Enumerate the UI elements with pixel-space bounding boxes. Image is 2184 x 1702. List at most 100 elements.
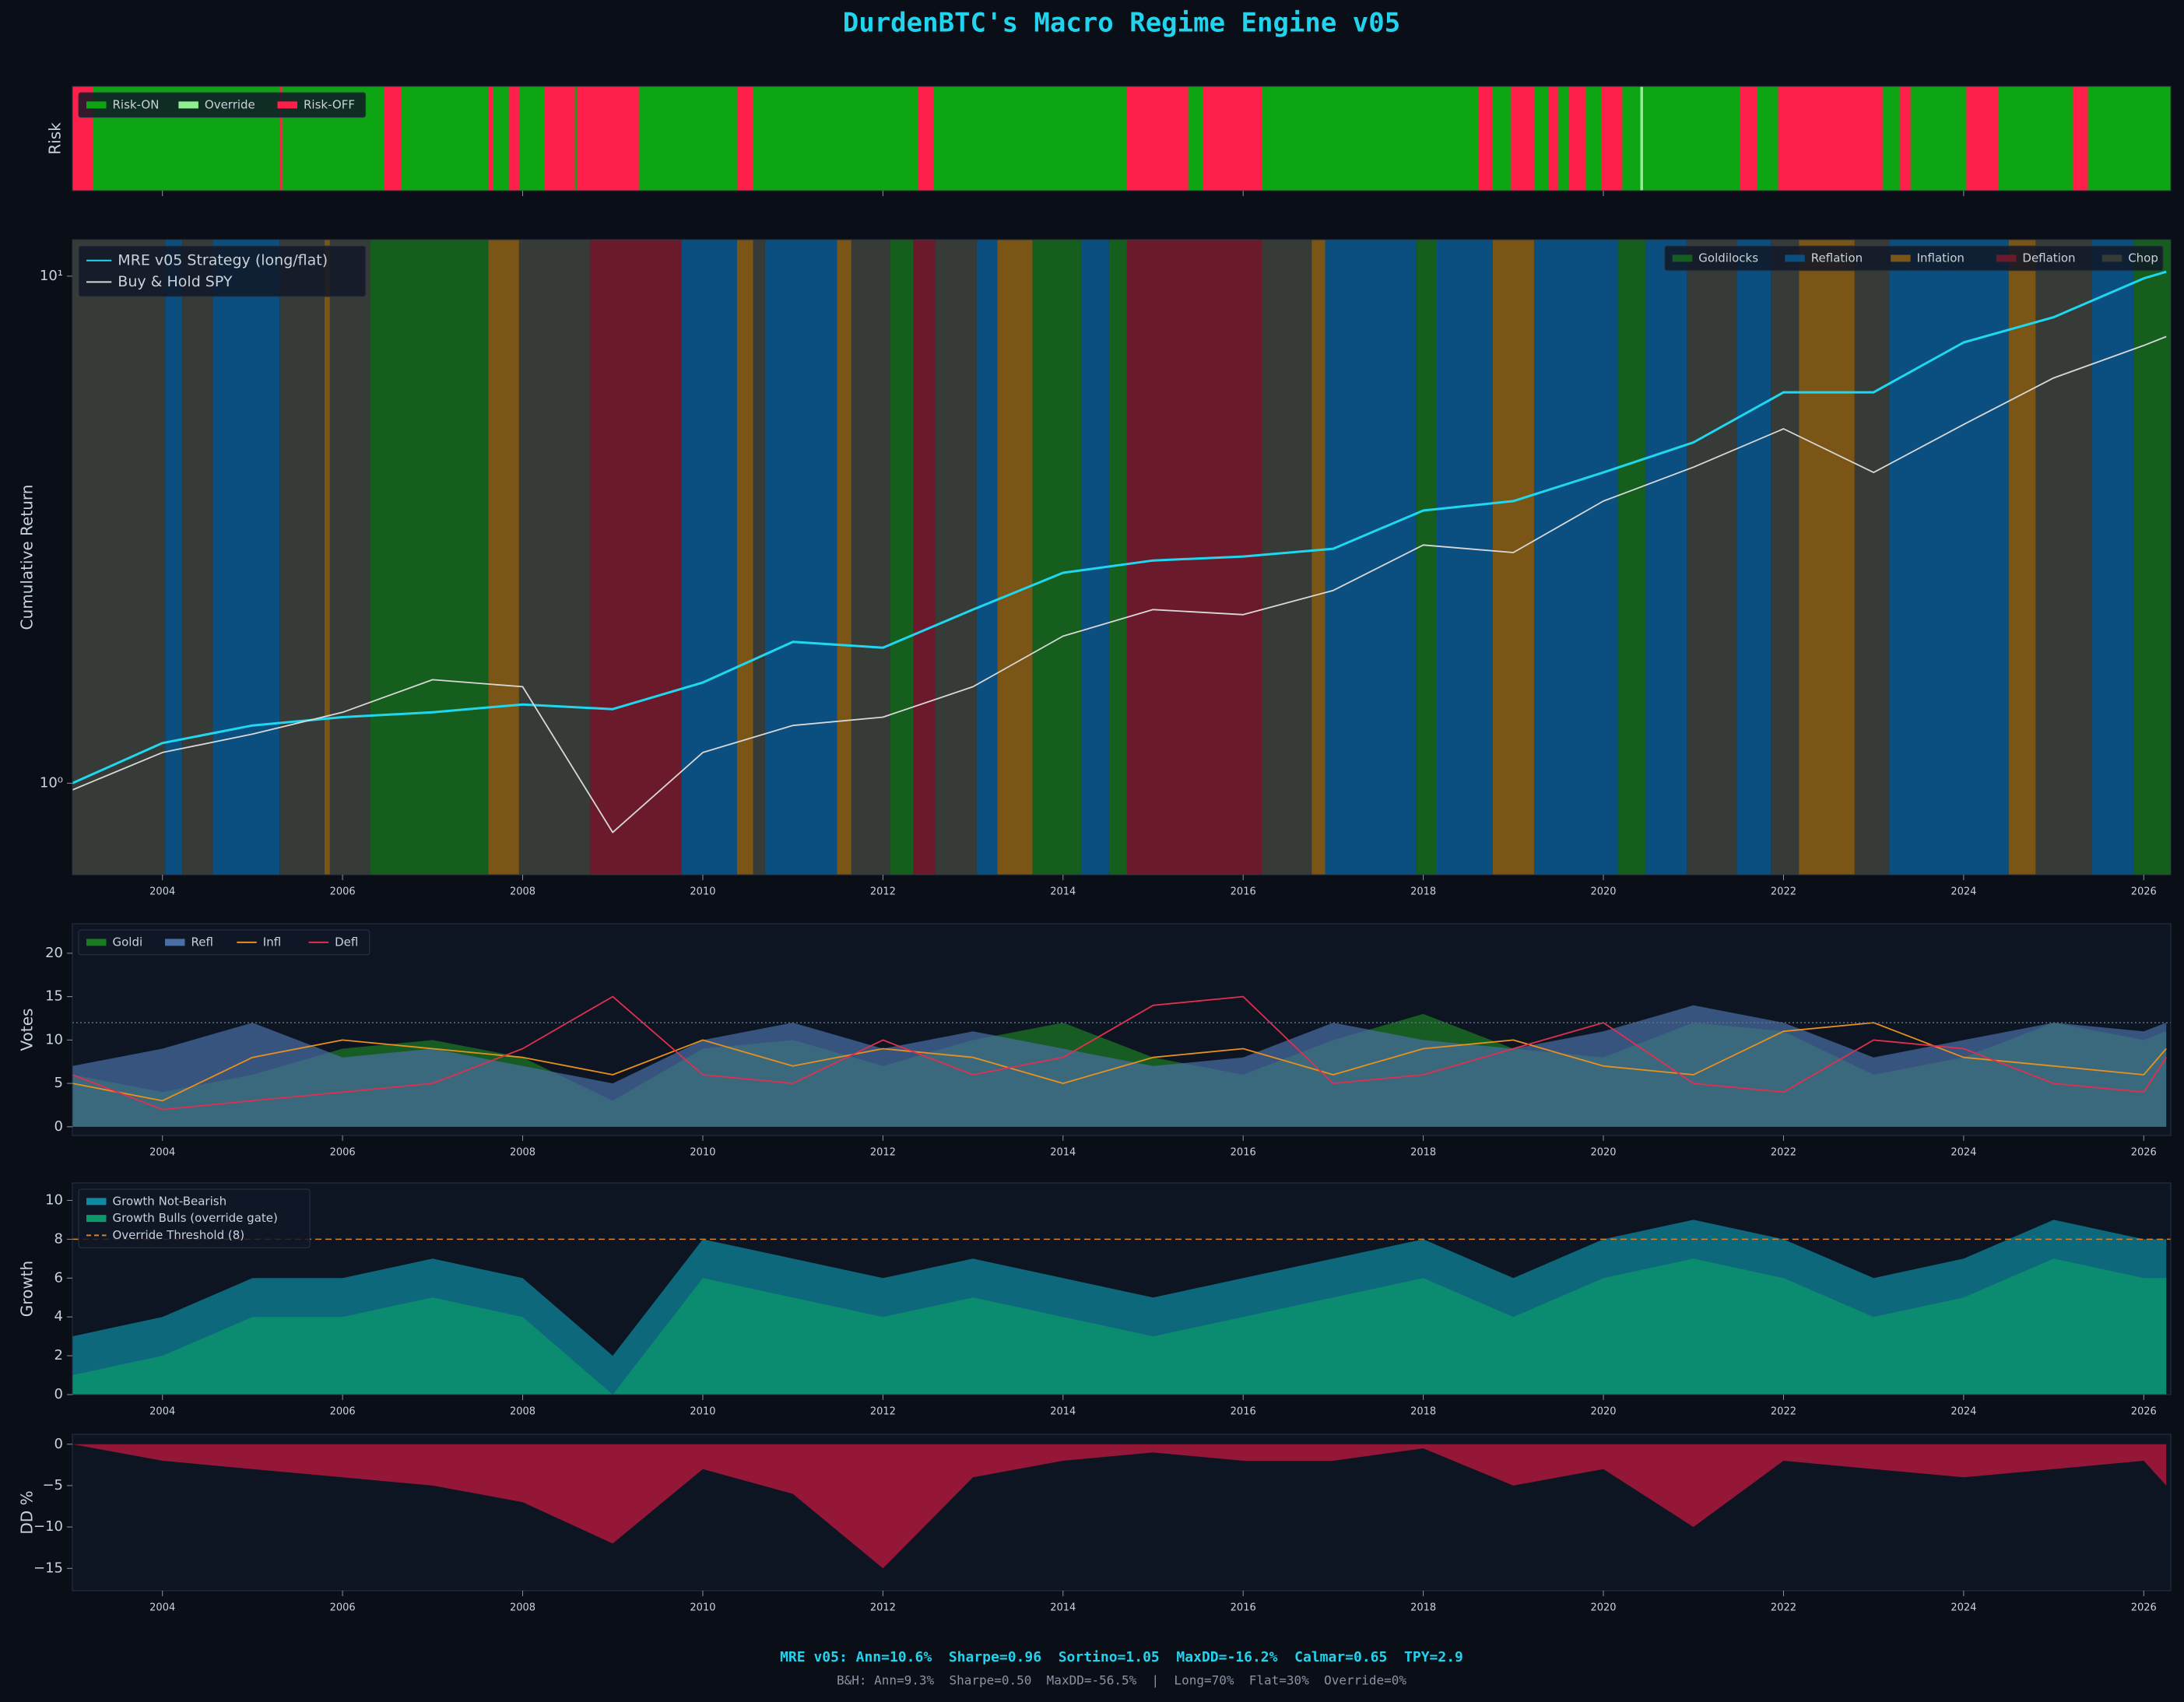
- regime-region: [1436, 240, 1493, 875]
- x-tick-label: 2010: [690, 1406, 715, 1418]
- regime-region: [1799, 240, 1855, 875]
- regime-region: [851, 240, 890, 875]
- legend-label: Override: [205, 97, 255, 111]
- y-tick-label: 10: [45, 1191, 63, 1208]
- x-tick-label: 2014: [1050, 1602, 1076, 1614]
- x-tick-label: 2006: [330, 1406, 356, 1418]
- regime-region: [370, 240, 489, 875]
- plot-content: [72, 1219, 2171, 1395]
- legend-item: Growth Bulls (override gate): [86, 1211, 278, 1225]
- x-tick-label: 2014: [1050, 1406, 1076, 1418]
- legend-swatch: [178, 101, 198, 109]
- line: [72, 335, 2167, 833]
- legend-swatch: [1785, 254, 1805, 262]
- legend-swatch: [1891, 254, 1911, 262]
- regime-region: [1478, 86, 1493, 191]
- legend-label: Defl: [335, 935, 358, 949]
- x-tick-label: 2016: [1231, 1406, 1256, 1418]
- x-tick-label: 2018: [1410, 1602, 1436, 1614]
- legend-label: Chop: [2128, 251, 2158, 265]
- y-axis-label: Risk: [46, 122, 65, 155]
- legend-swatch: [86, 939, 107, 946]
- x-tick-label: 2004: [149, 1406, 175, 1418]
- area: [72, 1444, 2167, 1569]
- legend-box: [78, 1188, 311, 1248]
- regime-region: [544, 86, 575, 191]
- x-tick-label: 2006: [330, 886, 356, 898]
- regime-region: [384, 86, 402, 191]
- x-tick-label: 2012: [870, 886, 896, 898]
- x-tick-label: 2022: [1771, 886, 1796, 898]
- legend-label: Deflation: [2022, 251, 2075, 265]
- regime-region: [2091, 240, 2134, 875]
- x-tick-label: 2016: [1231, 1602, 1256, 1614]
- x-tick-label: 2026: [2131, 1147, 2157, 1159]
- x-tick-label: 2020: [1590, 1406, 1616, 1418]
- benchmark-stats: B&H: Ann=9.3% Sharpe=0.50 MaxDD=-56.5% |…: [837, 1673, 1406, 1688]
- legend-box: [78, 92, 367, 118]
- x-tick-label: 2024: [1951, 1406, 1976, 1418]
- regime-region: [2133, 240, 2171, 875]
- regime-region: [518, 240, 591, 875]
- page-title: DurdenBTC's Macro Regime Engine v05: [843, 8, 1400, 39]
- y-axis-label: Growth: [18, 1261, 37, 1317]
- regime-region: [1736, 240, 1771, 875]
- legend-item: Infl: [237, 935, 281, 949]
- y-tick-label: −15: [33, 1560, 63, 1576]
- plot-frame: [72, 239, 2172, 876]
- legend-swatch: [2101, 254, 2123, 262]
- regime-region: [1687, 240, 1737, 875]
- legend-item: Risk-ON: [86, 97, 159, 111]
- legend-label: Risk-OFF: [304, 97, 355, 111]
- x-tick-label: 2006: [330, 1602, 356, 1614]
- line: [72, 1022, 2167, 1102]
- x-tick-label: 2026: [2131, 886, 2157, 898]
- regime-region: [1510, 86, 1534, 191]
- x-tick-label: 2008: [510, 1602, 535, 1614]
- legend-item: Override Threshold (8): [86, 1228, 244, 1242]
- y-tick-label: 4: [54, 1308, 63, 1325]
- x-tick-label: 2004: [149, 1602, 175, 1614]
- panel: 0 2 4 6 8 10 2004 2006 2008 2010 2012 2014 2016 2018 2…: [18, 1182, 2172, 1418]
- x-tick-label: 2010: [690, 1602, 715, 1614]
- y-axis-label: Cumulative Return: [18, 485, 37, 630]
- x-tick-label: 2012: [870, 1602, 896, 1614]
- x-tick-label: 2006: [330, 1147, 356, 1159]
- y-axis-label: DD %: [18, 1490, 37, 1534]
- plot-content: [72, 240, 2171, 875]
- regime-region: [1108, 240, 1127, 875]
- legend-swatch: [86, 1198, 107, 1205]
- x-tick-label: 2020: [1590, 1602, 1616, 1614]
- y-tick-label: 2: [54, 1347, 63, 1363]
- x-tick-label: 2010: [690, 886, 715, 898]
- legend-label: Goldi: [113, 935, 143, 949]
- legend-swatch: [277, 101, 297, 109]
- legend-swatch: [165, 939, 185, 946]
- x-tick-label: 2024: [1951, 1602, 1976, 1614]
- x-tick-label: 2008: [510, 1406, 535, 1418]
- legend-item: Inflation: [1891, 251, 1965, 265]
- legend-swatch: [86, 1215, 107, 1223]
- regime-region: [681, 240, 737, 875]
- legend: Goldi Refl Infl Defl: [78, 929, 370, 956]
- regime-region: [488, 86, 493, 191]
- legend-item: MRE v05 Strategy (long/flat): [86, 251, 328, 268]
- plot-content: [72, 995, 2171, 1127]
- x-tick-label: 2012: [870, 1406, 896, 1418]
- x-tick-label: 2022: [1771, 1602, 1796, 1614]
- x-tick-label: 2016: [1231, 886, 1256, 898]
- regime-region: [1778, 86, 1883, 191]
- x-tick-label: 2024: [1951, 1147, 1976, 1159]
- x-tick-label: 2022: [1771, 1406, 1796, 1418]
- y-tick-label: 5: [54, 1075, 63, 1091]
- regime-region: [1854, 240, 1890, 875]
- regime-region: [837, 240, 851, 875]
- y-tick-label: 8: [54, 1230, 63, 1247]
- regime-region: [2072, 86, 2088, 191]
- panel: Risk Risk-ON Override Risk-OFF: [46, 86, 2172, 196]
- regime-region: [1640, 86, 1643, 191]
- legend-item: Risk-OFF: [277, 97, 355, 111]
- legend-box: [78, 929, 370, 956]
- panel: 10⁰ 10¹ 2004 2006 2008 2010 2012 2014 2016 2018 20…: [18, 239, 2172, 898]
- legend-label: Goldilocks: [1698, 251, 1758, 265]
